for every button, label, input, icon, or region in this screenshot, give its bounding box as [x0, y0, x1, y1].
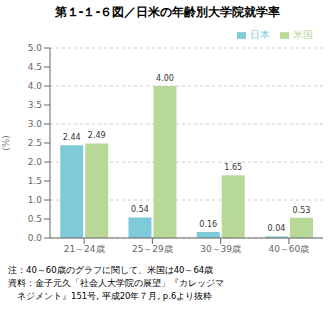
html-text:資料：金子元久「社会人大学院の展望」『カレッジマ: 資料：金子元久「社会人大学院の展望」『カレッジマ: [8, 278, 224, 288]
svg-text:3.0: 3.0: [28, 119, 43, 129]
svg-text:3.5: 3.5: [28, 100, 42, 110]
svg-text:1.65: 1.65: [224, 163, 242, 172]
svg-text:40～60歳: 40～60歳: [268, 244, 309, 254]
svg-text:4.00: 4.00: [156, 74, 174, 83]
svg-text:1.5: 1.5: [28, 176, 42, 186]
svg-text:4.0: 4.0: [28, 81, 43, 91]
svg-text:2.44: 2.44: [63, 133, 81, 142]
svg-text:0.04: 0.04: [268, 224, 286, 233]
svg-text:2.0: 2.0: [28, 157, 43, 167]
html-text:日本: 日本: [250, 29, 270, 40]
html-text:注：40～60歳のグラフに関して、米国は40～64歳: 注：40～60歳のグラフに関して、米国は40～64歳: [8, 265, 214, 275]
svg-text:30～39歳: 30～39歳: [200, 244, 241, 254]
html-text:ネジメント』151号, 平成20年７月, p.6より抜粋: ネジメント』151号, 平成20年７月, p.6より抜粋: [8, 291, 213, 301]
svg-text:0.0: 0.0: [28, 233, 43, 243]
html-text:第１-１-６図／日米の年齢別大学院就学率: 第１-１-６図／日米の年齢別大学院就学率: [54, 5, 281, 19]
svg-text:21～24歳: 21～24歳: [64, 244, 105, 254]
svg-text:(%): (%): [8, 135, 11, 151]
html-text:米国: 米国: [293, 29, 313, 40]
svg-text:4.5: 4.5: [28, 62, 42, 72]
svg-text:2.5: 2.5: [28, 138, 42, 148]
svg-text:0.54: 0.54: [131, 205, 149, 214]
svg-text:1.0: 1.0: [28, 195, 43, 205]
svg-text:0.16: 0.16: [199, 220, 217, 229]
svg-text:0.53: 0.53: [293, 206, 311, 215]
svg-text:2.49: 2.49: [88, 131, 106, 140]
svg-text:25～29歳: 25～29歳: [132, 244, 173, 254]
svg-text:0.5: 0.5: [28, 214, 42, 224]
svg-text:5.0: 5.0: [28, 43, 43, 53]
